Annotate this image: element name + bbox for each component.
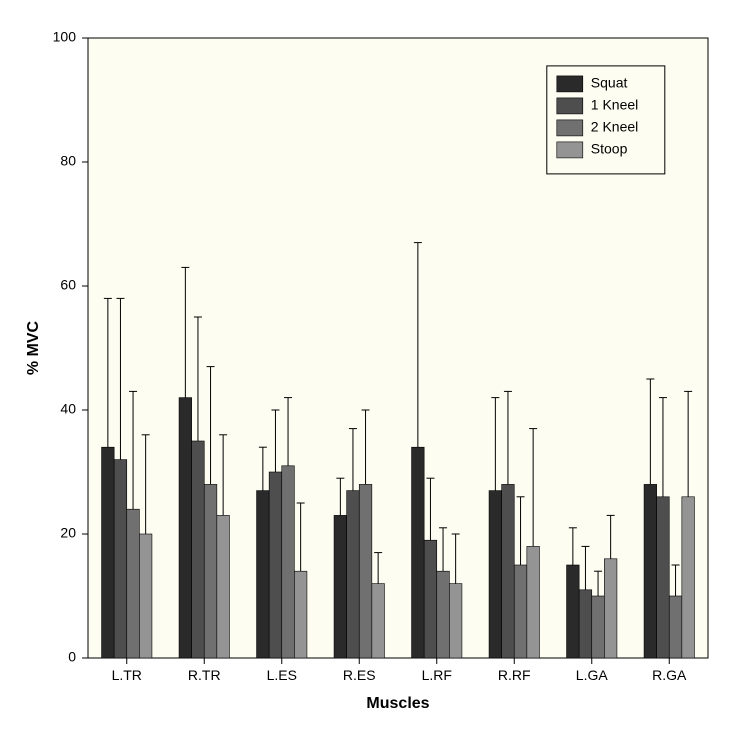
bar xyxy=(489,491,502,658)
bar xyxy=(192,441,205,658)
bar xyxy=(359,484,372,658)
bar xyxy=(424,540,437,658)
bar xyxy=(604,559,617,658)
legend-label: Stoop xyxy=(591,141,628,157)
bar xyxy=(204,484,217,658)
x-tick-label: L.TR xyxy=(112,667,142,683)
bar xyxy=(449,584,462,658)
x-tick-label: L.GA xyxy=(576,667,609,683)
bar xyxy=(179,398,192,658)
bar xyxy=(502,484,515,658)
bar xyxy=(567,565,580,658)
x-axis-title: Muscles xyxy=(366,695,429,712)
legend-swatch xyxy=(557,142,583,158)
legend-label: 2 Kneel xyxy=(591,119,638,135)
legend-swatch xyxy=(557,76,583,92)
bar xyxy=(657,497,670,658)
y-axis-title: % MVC xyxy=(25,320,42,375)
bar xyxy=(334,515,347,658)
bar xyxy=(102,447,115,658)
legend-swatch xyxy=(557,120,583,136)
x-tick-label: R.RF xyxy=(498,667,531,683)
y-tick-label: 0 xyxy=(68,649,76,665)
x-tick-label: L.ES xyxy=(267,667,297,683)
chart-container: 0 20 40 60 80 100 % MVC L.TR R.TR L.ES R.ES L.RF R.R… xyxy=(8,8,722,737)
bar xyxy=(682,497,695,658)
bar xyxy=(527,546,540,658)
mvc-bar-chart: 0 20 40 60 80 100 % MVC L.TR R.TR L.ES R.ES L.RF R.R… xyxy=(8,8,730,737)
legend-swatch xyxy=(557,98,583,114)
x-tick-label: R.GA xyxy=(652,667,687,683)
bar xyxy=(412,447,425,658)
bar xyxy=(139,534,152,658)
bar xyxy=(372,584,385,658)
bar xyxy=(217,515,230,658)
bar xyxy=(127,509,140,658)
bar xyxy=(257,491,270,658)
bar xyxy=(644,484,657,658)
bar xyxy=(579,590,592,658)
bar xyxy=(669,596,682,658)
y-tick-label: 80 xyxy=(60,153,76,169)
bar xyxy=(592,596,605,658)
x-tick-label: R.ES xyxy=(343,667,376,683)
x-tick-label: R.TR xyxy=(188,667,221,683)
y-tick-label: 100 xyxy=(53,29,77,45)
y-tick-label: 40 xyxy=(60,401,76,417)
bar xyxy=(347,491,360,658)
legend-label: 1 Kneel xyxy=(591,97,638,113)
x-tick-label: L.RF xyxy=(422,667,452,683)
bar xyxy=(294,571,307,658)
y-tick-label: 60 xyxy=(60,277,76,293)
bar xyxy=(282,466,295,658)
legend-label: Squat xyxy=(591,75,628,91)
bar xyxy=(269,472,282,658)
y-tick-label: 20 xyxy=(60,525,76,541)
bar xyxy=(514,565,527,658)
bar xyxy=(114,460,127,658)
bar xyxy=(437,571,450,658)
